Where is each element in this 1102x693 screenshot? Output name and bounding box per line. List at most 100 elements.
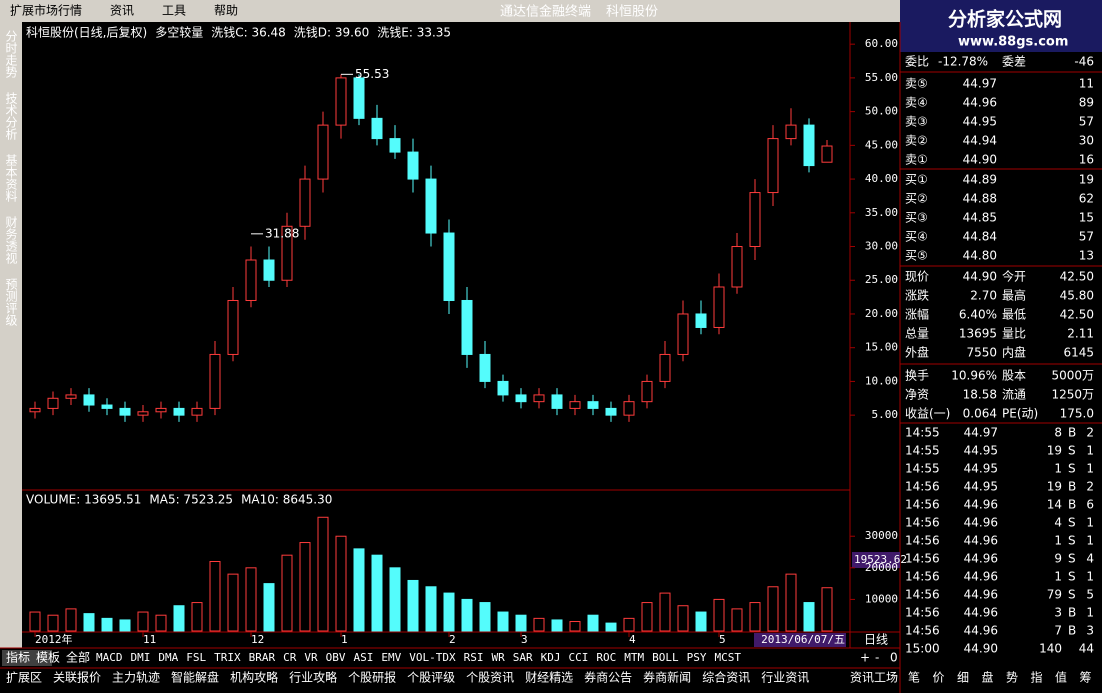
stat-label: 最高	[1002, 288, 1026, 303]
volume-bar	[425, 586, 437, 632]
indicator-tab[interactable]: DMI	[131, 651, 151, 664]
zoom-button[interactable]: -	[875, 651, 879, 665]
indicator-tab[interactable]: ASI	[354, 651, 374, 664]
indicator-tab[interactable]: 模板	[36, 651, 60, 665]
indicator-tab[interactable]: KDJ	[541, 651, 561, 664]
info-tab[interactable]: 综合资讯	[702, 670, 750, 685]
book-label: 卖①	[905, 153, 928, 167]
book-volume: 30	[1079, 134, 1094, 148]
info-tab[interactable]: 个股研报	[348, 670, 396, 685]
indicator-tab[interactable]: EMV	[381, 651, 401, 664]
info-tab[interactable]: 智能解盘	[171, 670, 219, 685]
indicator-tab[interactable]: ROC	[596, 651, 616, 664]
info-tab[interactable]: 关联报价	[53, 670, 101, 685]
zoom-button[interactable]: +	[860, 651, 870, 665]
side-tab[interactable]: 财务透视	[4, 216, 18, 264]
candle-body	[497, 380, 509, 396]
trade-volume: 14	[1047, 498, 1062, 512]
volume-bar	[389, 567, 401, 632]
panel-tab[interactable]: 价	[933, 671, 945, 685]
info-tab[interactable]: 扩展区	[6, 671, 42, 685]
book-label: 卖⑤	[905, 77, 928, 91]
menu-item[interactable]: 资讯	[110, 4, 134, 18]
indicator-tab[interactable]: CR	[283, 651, 297, 664]
trade-side: S	[1068, 570, 1076, 584]
panel-tab[interactable]: 指	[1031, 670, 1043, 685]
indicator-tab[interactable]: BRAR	[249, 651, 276, 664]
indicator-tab[interactable]: TRIX	[214, 651, 241, 664]
indicator-tab[interactable]: CCI	[569, 651, 589, 664]
side-tab[interactable]: 预测评级	[4, 278, 18, 326]
trade-time: 14:55	[905, 462, 940, 476]
indicator-tab[interactable]: FSL	[186, 651, 206, 664]
indicator-tab[interactable]: MACD	[96, 651, 123, 664]
panel-tab[interactable]: 盘	[982, 670, 994, 685]
info-workshop[interactable]: 资讯工场	[850, 671, 898, 685]
info-tab[interactable]: 个股评级	[407, 671, 455, 685]
info-tab[interactable]: 行业资讯	[761, 671, 809, 685]
info-tab[interactable]: 机构攻略	[230, 670, 278, 685]
candle-body	[551, 394, 563, 409]
book-volume: 15	[1079, 211, 1094, 225]
info-tab[interactable]: 券商新闻	[643, 670, 691, 685]
volume-bar	[65, 608, 77, 632]
trade-time: 14:56	[905, 534, 940, 548]
ratio: -12.78%	[938, 55, 988, 69]
side-tab[interactable]: 技术分析	[4, 92, 18, 141]
cursor-label: 19523.62	[854, 553, 907, 566]
annotation: 55.53	[355, 67, 389, 81]
volume-bar	[47, 614, 59, 632]
trade-price: 44.96	[964, 606, 998, 620]
indicator-tab[interactable]: MTM	[624, 651, 644, 664]
indicator-tab[interactable]: VOL-TDX	[409, 651, 456, 664]
trade-time: 14:56	[905, 480, 940, 494]
trade-time: 15:00	[905, 642, 940, 656]
volume-bar	[623, 617, 635, 632]
info-tab[interactable]: 财经精选	[525, 671, 573, 685]
panel-tab[interactable]: 笔	[908, 670, 920, 685]
volume-bar	[155, 614, 167, 632]
candle-body	[155, 407, 167, 413]
indicator-tab[interactable]: 指标	[6, 650, 30, 665]
panel-tab[interactable]: 筹	[1080, 671, 1092, 685]
side-tab[interactable]: 分时走势	[4, 30, 18, 78]
indicator-tab[interactable]: BOLL	[652, 651, 679, 664]
zoom-button[interactable]: 0	[890, 651, 898, 665]
info-tab[interactable]: 行业攻略	[289, 670, 337, 685]
candle-body	[767, 138, 779, 194]
indicator-tab[interactable]: DMA	[158, 651, 178, 664]
menu-item[interactable]: 工具	[162, 4, 186, 18]
info-tab[interactable]: 个股资讯	[466, 671, 514, 685]
indicator-tab[interactable]: VR	[304, 651, 318, 664]
stat-label: 收益(一)	[905, 407, 950, 421]
info-tab[interactable]: 券商公告	[584, 670, 632, 685]
info-tab[interactable]: 主力轨迹	[112, 671, 160, 685]
volume-bar	[101, 617, 113, 632]
panel-tab[interactable]: 势	[1006, 671, 1018, 685]
indicator-tab[interactable]: MCST	[715, 651, 742, 664]
panel-tab[interactable]: 细	[957, 671, 969, 685]
book-price: 44.97	[963, 77, 997, 91]
x-tick-label: 2013/06/07/五	[761, 633, 845, 646]
x-tick-label: 4	[629, 633, 636, 646]
logo-bg	[900, 0, 1102, 52]
side-tab[interactable]: 基本资料	[4, 154, 18, 202]
trade-price: 44.95	[964, 462, 998, 476]
menu-item[interactable]: 扩展市场行情	[10, 3, 82, 18]
candle-body	[65, 394, 77, 399]
stat-value: 2.70	[970, 289, 997, 303]
indicator-tab[interactable]: 全部	[66, 650, 90, 665]
indicator-header: 多空较量	[155, 25, 203, 40]
menu-item[interactable]: 帮助	[214, 4, 238, 18]
cursor-box	[852, 552, 900, 568]
stat-value: 13695	[959, 327, 997, 341]
indicator-tab[interactable]: SAR	[513, 651, 533, 664]
panel-tab[interactable]: 值	[1055, 670, 1067, 685]
x-tick-label: 5	[719, 633, 726, 646]
indicator-tab[interactable]: PSY	[687, 651, 707, 664]
indicator-tab[interactable]: RSI	[464, 651, 484, 664]
indicator-tab[interactable]: WR	[492, 651, 506, 664]
indicator-tab[interactable]: OBV	[326, 651, 346, 664]
volume-bar	[695, 611, 707, 632]
candle-body	[407, 151, 419, 180]
